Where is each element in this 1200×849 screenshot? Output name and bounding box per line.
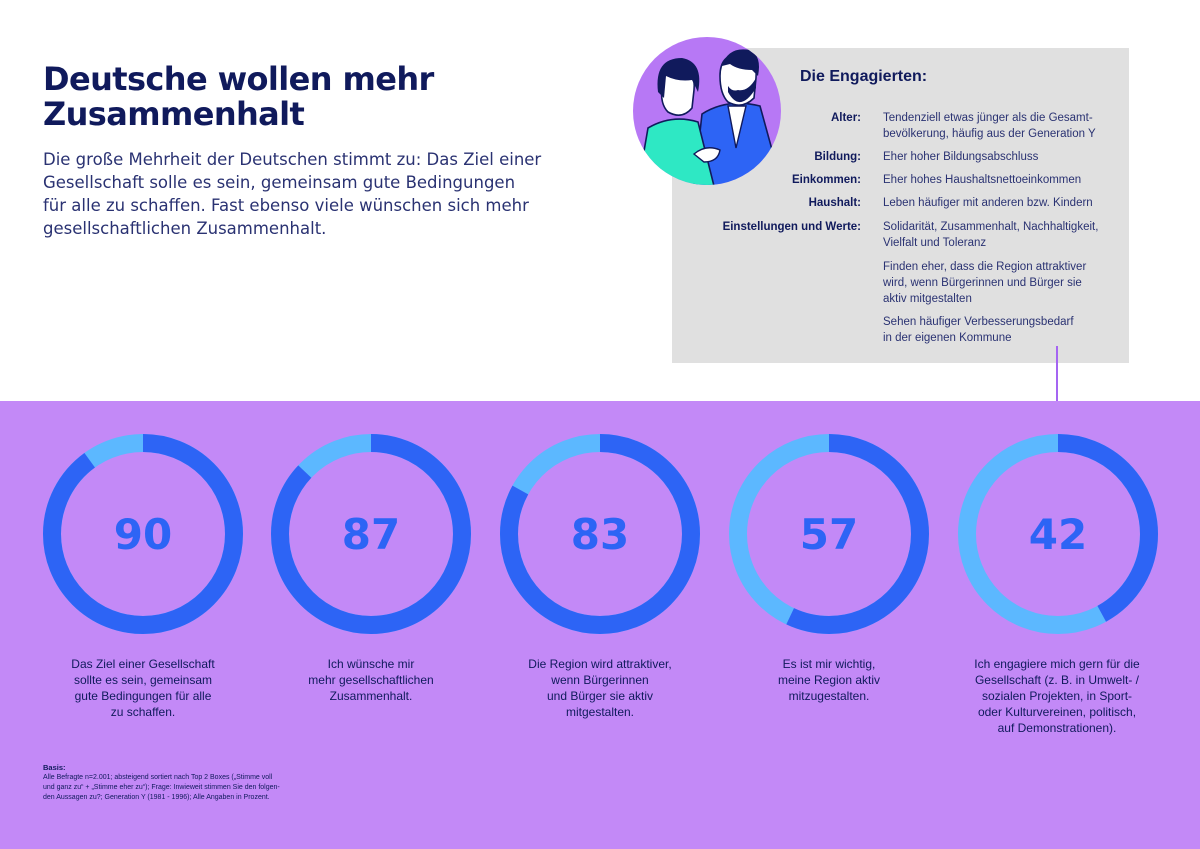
- caption-line: mitgestalten.: [565, 705, 635, 719]
- info-value-line: bevölkerung, häufig aus der Generation Y: [883, 128, 1096, 140]
- title-line: Zusammenhalt: [43, 95, 305, 133]
- info-value-line: Eher hohes Haushaltsnettoeinkommen: [883, 174, 1082, 186]
- basis-line: und ganz zu“ + „Stimme eher zu“); Frage:…: [43, 784, 280, 791]
- caption-line: Zusammenhalt.: [329, 689, 413, 703]
- caption-2: Ich wünsche mir mehr gesellschaftlichen …: [266, 656, 476, 704]
- info-value-line: Solidarität, Zusammenhalt, Nachhaltigkei…: [883, 221, 1099, 233]
- caption-5: Ich engagiere mich gern für die Gesellsc…: [952, 656, 1162, 736]
- caption-line: Ich wünsche mir: [327, 657, 415, 671]
- basis-heading: Basis:: [43, 763, 66, 772]
- info-value-line: Sehen häufiger Verbesserungsbedarf: [883, 316, 1074, 328]
- info-key: Haushalt:: [808, 197, 861, 209]
- intro-line: Die große Mehrheit der Deutschen stimmt …: [43, 150, 542, 169]
- caption-line: mitzugestalten.: [788, 689, 870, 703]
- caption-line: oder Kulturvereinen, politisch,: [977, 705, 1137, 719]
- info-value-line: Finden eher, dass die Region attraktiver: [883, 261, 1087, 273]
- intro-line: für alle zu schaffen. Fast ebenso viele …: [43, 196, 529, 215]
- info-value-line: Vielfalt und Toleranz: [883, 237, 987, 249]
- basis-line: den Aussagen zu?; Generation Y (1981 - 1…: [43, 794, 270, 801]
- info-value: Leben häufiger mit anderen bzw. Kindern: [883, 195, 1113, 211]
- info-key: Bildung:: [814, 151, 861, 163]
- intro-line: Gesellschaft solle es sein, gemeinsam gu…: [43, 173, 516, 192]
- caption-line: sozialen Projekten, in Sport-: [981, 689, 1133, 703]
- caption-line: zu schaffen.: [110, 705, 176, 719]
- info-key: Einstellungen und Werte:: [722, 221, 861, 233]
- info-value: Sehen häufiger Verbesserungsbedarf in de…: [883, 314, 1113, 346]
- caption-line: mehr gesellschaftlichen: [308, 673, 434, 687]
- info-value: Eher hoher Bildungsabschluss: [883, 149, 1113, 165]
- basis-line: Alle Befragte n=2.001; absteigend sortie…: [43, 774, 273, 781]
- title-line: Deutsche wollen mehr: [43, 60, 434, 98]
- caption-line: gute Bedingungen für alle: [74, 689, 212, 703]
- info-value-line: Eher hoher Bildungsabschluss: [883, 151, 1039, 163]
- info-value-line: Leben häufiger mit anderen bzw. Kindern: [883, 197, 1093, 209]
- caption-line: wenn Bürgerinnen: [551, 673, 649, 687]
- intro-line: gesellschaftlichen Zusammenhalt.: [43, 219, 327, 238]
- caption-1: Das Ziel einer Gesellschaft sollte es se…: [38, 656, 248, 720]
- two-people-illustration: [633, 37, 781, 185]
- caption-line: Es ist mir wichtig,: [782, 657, 876, 671]
- info-value-line: in der eigenen Kommune: [883, 332, 1012, 344]
- info-value-line: Tendenziell etwas jünger als die Gesamt-: [883, 112, 1093, 124]
- caption-line: sollte es sein, gemeinsam: [73, 673, 213, 687]
- basis-footnote: Basis: Alle Befragte n=2.001; absteigend…: [43, 763, 333, 803]
- info-value: Solidarität, Zusammenhalt, Nachhaltigkei…: [883, 219, 1113, 251]
- page-title: Deutsche wollen mehr Zusammenhalt: [43, 62, 563, 132]
- intro-text: Die große Mehrheit der Deutschen stimmt …: [43, 148, 543, 240]
- caption-4: Es ist mir wichtig, meine Region aktiv m…: [724, 656, 934, 704]
- info-value-line: wird, wenn Bürgerinnen und Bürger sie: [883, 277, 1082, 289]
- caption-line: Ich engagiere mich gern für die: [974, 657, 1140, 671]
- caption-line: Gesellschaft (z. B. in Umwelt- /: [974, 673, 1140, 687]
- info-value: Tendenziell etwas jünger als die Gesamt-…: [883, 110, 1113, 142]
- caption-line: und Bürger sie aktiv: [546, 689, 654, 703]
- caption-line: Die Region wird attraktiver,: [528, 657, 672, 671]
- info-value: Finden eher, dass die Region attraktiver…: [883, 259, 1113, 307]
- panel-title: Die Engagierten:: [800, 68, 928, 85]
- info-key: Einkommen:: [791, 174, 861, 186]
- caption-3: Die Region wird attraktiver, wenn Bürger…: [495, 656, 705, 720]
- caption-line: meine Region aktiv: [777, 673, 881, 687]
- info-key: Alter:: [830, 112, 861, 124]
- info-value-line: aktiv mitgestalten: [883, 293, 972, 305]
- panel-connector-line: [1056, 346, 1058, 424]
- info-value: Eher hohes Haushaltsnettoeinkommen: [883, 172, 1113, 188]
- caption-line: auf Demonstrationen).: [997, 721, 1117, 735]
- caption-line: Das Ziel einer Gesellschaft: [71, 657, 215, 671]
